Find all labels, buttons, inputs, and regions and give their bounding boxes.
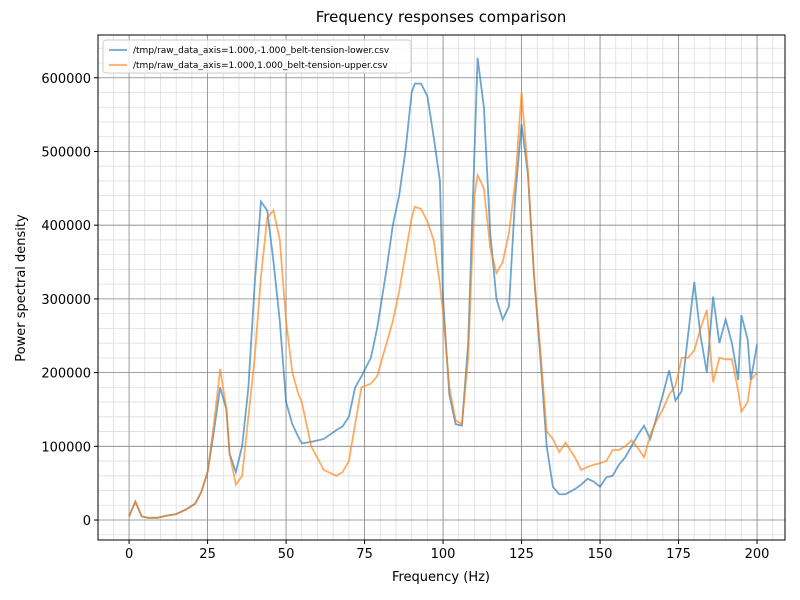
legend-label: /tmp/raw_data_axis=1.000,1.000_belt-tens… bbox=[133, 61, 388, 71]
x-tick-label: 175 bbox=[666, 547, 691, 562]
y-tick-label: 200000 bbox=[41, 367, 91, 382]
x-tick-label: 125 bbox=[509, 547, 534, 562]
y-tick-label: 600000 bbox=[41, 72, 91, 87]
series-line bbox=[128, 57, 758, 519]
x-tick-label: 50 bbox=[278, 547, 295, 562]
x-tick-label: 75 bbox=[356, 547, 373, 562]
plot-frame bbox=[97, 34, 786, 541]
x-tick-label: 100 bbox=[431, 547, 456, 562]
series-line bbox=[128, 92, 758, 519]
x-axis-label: Frequency (Hz) bbox=[392, 570, 490, 585]
x-tick-label: 200 bbox=[745, 547, 770, 562]
y-tick-label: 300000 bbox=[41, 293, 91, 308]
legend-box bbox=[102, 39, 412, 74]
y-tick-label: 400000 bbox=[41, 219, 91, 234]
y-tick-label: 100000 bbox=[41, 440, 91, 455]
x-tick-label: 0 bbox=[125, 547, 133, 562]
y-axis-label: Power spectral density bbox=[14, 214, 29, 362]
y-tick-label: 0 bbox=[83, 514, 91, 529]
x-tick-label: 150 bbox=[588, 547, 613, 562]
legend-label: /tmp/raw_data_axis=1.000,-1.000_belt-ten… bbox=[133, 46, 390, 56]
chart-title: Frequency responses comparison bbox=[316, 8, 567, 26]
x-tick-label: 25 bbox=[199, 547, 216, 562]
y-tick-label: 500000 bbox=[41, 145, 91, 160]
